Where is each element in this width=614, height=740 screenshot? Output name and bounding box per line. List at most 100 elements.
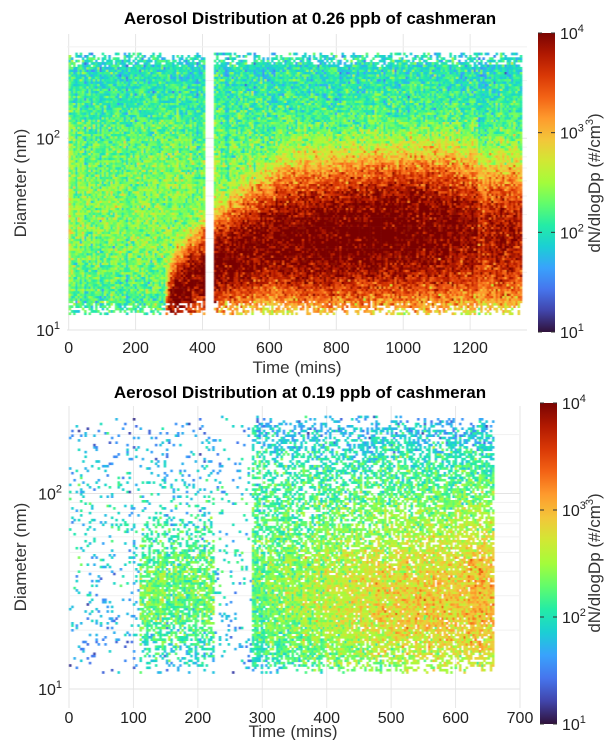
- heatmap-cell: [100, 215, 103, 218]
- heatmap-cell: [95, 251, 98, 254]
- heatmap-cell: [155, 184, 158, 187]
- heatmap-cell: [119, 291, 122, 294]
- heatmap-cell: [133, 236, 136, 239]
- heatmap-cell: [130, 136, 133, 139]
- heatmap-cell: [91, 274, 94, 277]
- heatmap-cell: [80, 143, 83, 146]
- heatmap-cell: [152, 229, 155, 232]
- heatmap-cell: [135, 88, 138, 91]
- heatmap-cell: [89, 308, 92, 311]
- heatmap-cell: [111, 134, 114, 137]
- heatmap-cell: [84, 312, 87, 315]
- heatmap-cell: [124, 279, 127, 282]
- heatmap-cell: [130, 96, 133, 99]
- heatmap-cell: [122, 298, 125, 301]
- heatmap-cell: [104, 138, 107, 141]
- heatmap-cell: [133, 179, 136, 182]
- heatmap-cell: [152, 110, 155, 113]
- heatmap-cell: [95, 212, 98, 215]
- heatmap-cell: [115, 119, 118, 122]
- heatmap-cell: [73, 153, 76, 156]
- heatmap-cell: [80, 100, 83, 103]
- heatmap-cell: [155, 143, 158, 146]
- heatmap-cell: [89, 81, 92, 84]
- heatmap-cell: [104, 134, 107, 137]
- heatmap-cell: [124, 286, 127, 289]
- heatmap-cell: [122, 93, 125, 96]
- heatmap-cell: [108, 129, 111, 132]
- heatmap-cell: [133, 136, 136, 139]
- heatmap-cell: [130, 107, 133, 110]
- heatmap-cell: [128, 55, 131, 58]
- heatmap-cell: [148, 60, 151, 63]
- heatmap-cell: [130, 86, 133, 89]
- heatmap-cell: [100, 155, 103, 158]
- heatmap-cell: [137, 189, 140, 192]
- heatmap-cell: [119, 205, 122, 208]
- heatmap-cell: [115, 274, 118, 277]
- heatmap-cell: [146, 96, 149, 99]
- heatmap-cell: [95, 215, 98, 218]
- heatmap-cell: [69, 57, 72, 60]
- heatmap-cell: [133, 134, 136, 137]
- heatmap-cell: [135, 79, 138, 82]
- heatmap-cell: [115, 86, 118, 89]
- heatmap-cell: [139, 308, 142, 311]
- heatmap-cell: [152, 93, 155, 96]
- heatmap-cell: [119, 281, 122, 284]
- heatmap-cell: [89, 284, 92, 287]
- heatmap-cell: [130, 124, 133, 127]
- heatmap-cell: [71, 146, 74, 149]
- heatmap-cell: [137, 72, 140, 75]
- heatmap-cell: [80, 86, 83, 89]
- heatmap-cell: [119, 274, 122, 277]
- heatmap-cell: [130, 260, 133, 263]
- heatmap-cell: [97, 131, 100, 134]
- heatmap-cell: [93, 200, 96, 203]
- heatmap-cell: [102, 267, 105, 270]
- heatmap-cell: [91, 208, 94, 211]
- heatmap-cell: [150, 236, 153, 239]
- heatmap-cell: [117, 253, 120, 256]
- heatmap-cell: [135, 262, 138, 265]
- heatmap-cell: [122, 86, 125, 89]
- heatmap-cell: [104, 217, 107, 220]
- heatmap-cell: [119, 134, 122, 137]
- heatmap-cell: [86, 301, 89, 304]
- heatmap-cell: [97, 122, 100, 125]
- heatmap-cell: [111, 227, 114, 230]
- heatmap-cell: [108, 134, 111, 137]
- heatmap-cell: [117, 224, 120, 227]
- heatmap-cell: [95, 284, 98, 287]
- heatmap-cell: [80, 231, 83, 234]
- heatmap-cell: [126, 160, 128, 163]
- heatmap-cell: [148, 65, 151, 68]
- heatmap-cell: [71, 60, 74, 63]
- heatmap-cell: [100, 255, 103, 258]
- heatmap-cell: [108, 122, 111, 125]
- heatmap-cell: [100, 96, 103, 99]
- heatmap-cell: [126, 60, 128, 63]
- heatmap-cell: [139, 298, 142, 301]
- heatmap-cell: [80, 303, 83, 306]
- heatmap-cell: [141, 55, 144, 58]
- heatmap-cell: [141, 117, 144, 120]
- heatmap-cell: [117, 243, 120, 246]
- heatmap-cell: [137, 231, 140, 234]
- heatmap-cell: [124, 296, 127, 299]
- heatmap-cell: [150, 86, 153, 89]
- heatmap-cell: [141, 96, 144, 99]
- heatmap-cell: [93, 160, 96, 163]
- heatmap-cell: [122, 117, 125, 120]
- heatmap-cell: [106, 236, 109, 239]
- heatmap-cell: [144, 129, 147, 132]
- heatmap-cell: [95, 138, 98, 141]
- heatmap-cell: [122, 217, 125, 220]
- heatmap-cell: [122, 172, 125, 175]
- heatmap-cell: [139, 124, 142, 127]
- heatmap-cell: [84, 72, 87, 75]
- heatmap-cell: [69, 86, 72, 89]
- heatmap-cell: [111, 279, 114, 282]
- heatmap-cell: [119, 93, 122, 96]
- heatmap-cell: [122, 160, 125, 163]
